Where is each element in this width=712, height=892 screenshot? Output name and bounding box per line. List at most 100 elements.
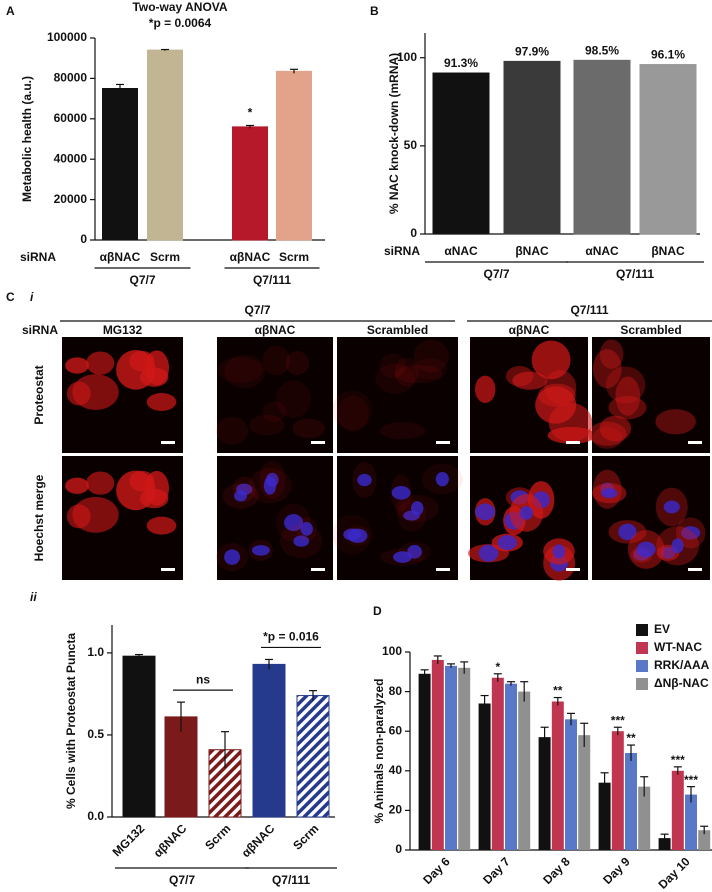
- bar: [518, 691, 531, 850]
- bar: [164, 716, 198, 818]
- bar: [491, 677, 504, 850]
- cell: [394, 357, 420, 387]
- bar: [611, 731, 624, 850]
- y-tick-label: 80: [389, 684, 403, 698]
- panel-label: D: [373, 604, 382, 618]
- cell: [285, 350, 309, 376]
- bar: [638, 786, 651, 850]
- nucleus: [601, 488, 618, 499]
- x-tick-label: αβNAC: [100, 250, 141, 264]
- cell: [249, 414, 285, 436]
- significance: **: [553, 684, 563, 698]
- bar: [445, 665, 457, 850]
- group-label: Q7/111: [253, 273, 291, 287]
- bar: [598, 782, 611, 850]
- cell: [655, 409, 696, 435]
- group-label: Q7/7: [244, 303, 270, 317]
- bar: [503, 60, 561, 235]
- y-tick-label: 50: [404, 138, 418, 152]
- group-label: Q7/111: [570, 303, 608, 317]
- bar: [276, 70, 312, 241]
- comparison-label: ns: [196, 672, 210, 686]
- group-label: Q7/7: [483, 267, 509, 281]
- x-tick-label: αβNAC: [239, 821, 278, 860]
- bar: [565, 719, 577, 850]
- bar: [296, 695, 330, 818]
- cell: [262, 345, 291, 376]
- scale-bar: [161, 568, 175, 571]
- group-label: Q7/7: [169, 873, 195, 887]
- cell: [379, 353, 406, 378]
- column-title: αβNAC: [255, 323, 296, 337]
- micrograph: [337, 337, 458, 453]
- x-tick-label: Scrm: [150, 250, 180, 264]
- bar: [147, 49, 183, 241]
- cell: [605, 366, 646, 404]
- row-header: siRNA: [22, 323, 58, 337]
- y-tick-label: 20000: [54, 192, 88, 206]
- legend-swatch: [636, 624, 648, 636]
- legend-swatch: [636, 660, 648, 672]
- y-tick-label: 80000: [54, 71, 88, 85]
- group-label: Q7/111: [616, 267, 654, 281]
- bar: [505, 683, 517, 850]
- bar: [625, 752, 637, 850]
- bar: [432, 72, 490, 235]
- cell: [379, 422, 426, 440]
- cell: [66, 504, 91, 529]
- cell: [505, 366, 534, 387]
- x-tick-label: βNAC: [515, 244, 549, 258]
- value-label: 97.9%: [515, 45, 549, 59]
- x-tick-label: αβNAC: [230, 250, 271, 264]
- nucleus: [251, 545, 270, 556]
- nucleus: [681, 526, 701, 540]
- cell: [224, 354, 266, 389]
- scale-bar: [436, 441, 450, 444]
- legend-label: RRK/AAA: [654, 658, 710, 672]
- x-tick-label: αNAC: [585, 244, 619, 258]
- scale-bar: [688, 441, 702, 444]
- x-tick-label: βNAC: [651, 244, 685, 258]
- chart-subtitle: *p = 0.0064: [149, 16, 212, 30]
- chart-title: Two-way ANOVA: [132, 0, 227, 14]
- y-tick-label: 0.5: [87, 727, 104, 741]
- significance: ***: [611, 713, 625, 727]
- nucleus: [663, 500, 680, 514]
- legend-label: WT-NAC: [654, 640, 702, 654]
- row-label: siRNA: [20, 250, 56, 264]
- cell: [144, 350, 170, 386]
- significance: ***: [671, 753, 685, 767]
- legend-swatch: [636, 678, 648, 690]
- cell: [375, 363, 415, 394]
- nucleus: [519, 506, 533, 520]
- y-tick-label: 40: [389, 763, 403, 777]
- bar: [698, 830, 711, 850]
- legend-swatch: [636, 642, 648, 654]
- y-tick-label: 1.0: [87, 645, 104, 659]
- x-tick-label: Day 7: [480, 854, 513, 887]
- nucleus: [618, 523, 637, 541]
- sub-label: i: [30, 290, 34, 304]
- significance: *: [495, 660, 500, 674]
- cell: [608, 395, 647, 420]
- y-tick-label: 40000: [54, 151, 88, 165]
- cell: [146, 393, 177, 411]
- x-tick-label: αβNAC: [151, 821, 190, 860]
- cell: [337, 395, 369, 432]
- x-tick-label: Scrm: [202, 821, 233, 852]
- significance: **: [626, 731, 636, 745]
- cell: [292, 418, 325, 439]
- cell: [599, 339, 624, 369]
- nucleus: [636, 541, 656, 558]
- cell: [531, 340, 571, 380]
- comparison-label: *p = 0.016: [263, 630, 319, 644]
- x-tick-label: Day 8: [540, 854, 573, 887]
- nucleus: [478, 544, 499, 562]
- micrograph: [592, 456, 710, 580]
- bar: [122, 655, 156, 818]
- row-label: Hoechst merge: [32, 474, 46, 561]
- scale-bar: [566, 441, 580, 444]
- nucleus: [300, 522, 313, 536]
- y-tick-label: 0.0: [87, 809, 104, 823]
- panel-label: B: [370, 4, 379, 18]
